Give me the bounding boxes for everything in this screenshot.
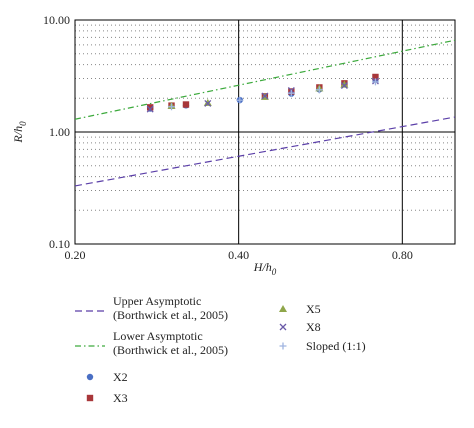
data-point xyxy=(236,96,244,104)
data-point xyxy=(315,86,323,94)
y-tick-label: 0.10 xyxy=(49,237,70,251)
data-point xyxy=(203,98,212,106)
y-label-sub: 0 xyxy=(18,121,28,126)
legend-swatch xyxy=(279,305,287,312)
x-label-text: H/h xyxy=(253,260,272,274)
data-point xyxy=(146,105,154,113)
legend-swatch xyxy=(86,373,94,381)
x-axis-label: H/h0 xyxy=(253,260,277,277)
data-point xyxy=(371,78,379,86)
data-point xyxy=(372,73,379,81)
x-tick-label: 0.20 xyxy=(65,248,86,262)
x-label-sub: 0 xyxy=(272,267,277,277)
data-point xyxy=(168,103,176,111)
data-point xyxy=(340,82,348,89)
x-tick-label: 0.40 xyxy=(228,248,249,262)
legend-label: Sloped (1:1) xyxy=(306,339,366,353)
legend-swatch xyxy=(279,342,287,350)
legend-label: X2 xyxy=(113,370,128,384)
asymptote-line xyxy=(75,39,455,120)
data-point xyxy=(182,101,190,108)
x-tick-label: 0.80 xyxy=(392,248,413,262)
legend-swatch xyxy=(86,394,94,402)
y-tick-label: 1.00 xyxy=(49,125,70,139)
data-point xyxy=(340,80,349,88)
legend-label: X3 xyxy=(113,391,128,405)
legend-label: Upper Asymptotic (Borthwick et al., 2005) xyxy=(113,294,228,322)
asymptote-line xyxy=(75,116,455,187)
legend-label: X8 xyxy=(306,320,321,334)
y-tick-label: 10.00 xyxy=(43,13,70,27)
y-label-text: R/h xyxy=(11,126,25,144)
data-point xyxy=(146,104,154,111)
legend-label: X5 xyxy=(306,302,321,316)
y-axis-label: R/h0 xyxy=(11,121,28,144)
data-point xyxy=(287,89,295,97)
legend-swatch xyxy=(279,323,287,331)
data-point xyxy=(204,99,212,107)
data-point xyxy=(261,92,269,100)
legend-label: Lower Asymptotic (Borthwick et al., 2005) xyxy=(113,329,228,357)
